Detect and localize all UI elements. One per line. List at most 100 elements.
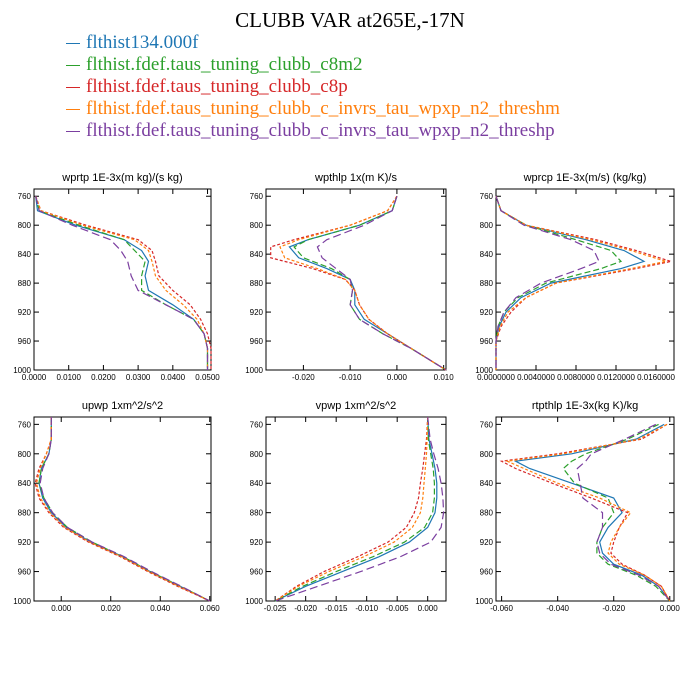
y-tick-label: 920 [250,538,264,547]
x-tick-label: -0.015 [325,604,348,613]
x-tick-label: -0.010 [339,373,362,382]
series-line-5 [275,416,445,602]
y-tick-label: 800 [18,221,32,230]
chart-title: wprtp 1E-3x(m kg)/(s kg) [61,172,182,184]
chart-panel-6: rtpthlp 1E-3x(kg K)/kg 760 800 840 880 920 960… [475,400,680,613]
y-tick-label: 800 [250,450,264,459]
plot-frame [495,188,675,371]
y-tick-label: 760 [18,192,32,201]
y-tick-label: 880 [480,279,494,288]
chart-panel-5: vpwp 1xm^2/s^27608008408809209601000-0.0… [245,400,447,613]
plot-frame [33,416,212,602]
series-line-4 [35,195,209,370]
series-line-5 [495,196,600,370]
chart-title: rtpthlp 1E-3x(kg K)/kg [532,400,638,412]
legend-swatch [66,108,80,110]
y-tick-label: 840 [250,250,264,259]
x-tick-label: 0.0000 [22,373,47,382]
y-tick-label: 920 [480,538,494,547]
legend-label: flthist134.000f [86,32,199,53]
y-tick-label: 840 [480,250,494,259]
series-line-3 [495,196,672,370]
x-tick-label: 0.0040000 [517,373,555,382]
x-tick-label: 0.0500 [195,373,220,382]
series-line-2 [495,196,623,370]
y-tick-label: 800 [18,450,32,459]
y-tick-label: 1000 [245,597,263,606]
legend-item: flthist.fdef.taus_tuning_clubb_c8m2 [66,54,560,76]
chart-panel-2: wpthlp 1x(m K)/s 760 800 840 880 920 960 1000 -0… [245,172,454,382]
x-tick-label: -0.020 [292,373,315,382]
y-tick-label: 800 [480,450,494,459]
legend-label: flthist.fdef.taus_tuning_clubb_c8m2 [86,54,363,75]
y-tick-label: 880 [18,509,32,518]
series-line-4 [274,416,429,602]
series-line-1 [274,416,438,602]
x-tick-label: 0.0200 [91,373,116,382]
y-tick-label: 840 [18,250,32,259]
series-line-2 [38,417,211,602]
x-tick-label: -0.025 [264,604,287,613]
legend: flthist134.000f flthist.fdef.taus_tuning… [66,32,560,142]
y-tick-label: 760 [250,192,264,201]
legend-label: flthist.fdef.taus_tuning_clubb_c_invrs_t… [86,98,560,119]
y-tick-label: 760 [250,420,264,429]
chart-title: wprcp 1E-3x(m/s) (kg/kg) [523,172,647,184]
y-tick-label: 920 [250,308,264,317]
plot-frame [265,416,447,602]
series-line-1 [35,196,209,370]
chart-panel-3: wprcp 1E-3x(m/s) (kg/kg) 760 800 840 880 920 9… [475,172,675,382]
y-tick-label: 1000 [13,597,31,606]
y-tick-label: 1000 [245,366,263,375]
x-tick-label: -0.010 [355,604,378,613]
x-tick-label: 0.060 [200,604,221,613]
series-line-3 [270,195,447,371]
x-tick-label: 0.040 [150,604,171,613]
y-tick-label: 920 [18,308,32,317]
legend-swatch [66,130,80,132]
series-line-4 [504,423,671,602]
legend-label: flthist.fdef.taus_tuning_clubb_c8p [86,76,348,97]
x-tick-label: 0.0400 [161,373,186,382]
legend-label: flthist.fdef.taus_tuning_clubb_c_invrs_t… [86,120,555,141]
x-tick-label: -0.005 [386,604,409,613]
y-tick-label: 1000 [475,366,493,375]
y-tick-label: 920 [480,308,494,317]
y-tick-label: 760 [18,420,32,429]
x-tick-label: 0.000 [660,604,681,613]
y-tick-label: 1000 [475,597,493,606]
x-tick-label: 0.0080000 [557,373,595,382]
series-line-3 [35,195,212,370]
legend-swatch [66,42,80,44]
series-line-1 [38,417,211,602]
y-tick-label: 880 [480,509,494,518]
series-line-5 [39,417,211,602]
y-tick-label: 1000 [13,366,31,375]
y-tick-label: 960 [250,568,264,577]
y-tick-label: 960 [250,337,264,346]
page-title: CLUBB VAR at265E,-17N [235,8,465,32]
x-tick-label: -0.040 [546,604,569,613]
series-line-4 [35,417,211,602]
series-line-2 [35,196,209,370]
series-line-5 [35,196,209,370]
plot-frame [265,188,447,371]
y-tick-label: 960 [18,337,32,346]
y-tick-label: 840 [250,479,264,488]
legend-swatch [66,64,80,66]
series-line-5 [316,196,447,371]
x-tick-label: -0.060 [490,604,513,613]
series-line-1 [288,196,447,371]
y-tick-label: 960 [480,337,494,346]
legend-item: flthist.fdef.taus_tuning_clubb_c_invrs_t… [66,98,560,120]
series-line-2 [274,416,435,602]
series-line-1 [495,196,646,370]
y-tick-label: 880 [18,279,32,288]
series-line-4 [279,195,447,371]
series-line-3 [274,416,429,602]
legend-swatch [66,86,80,88]
y-tick-label: 920 [18,538,32,547]
chart-panel-4: upwp 1xm^2/s^2 760 800 840 880 920 960 1000 0.00… [13,400,220,613]
plot-frame [495,416,675,602]
